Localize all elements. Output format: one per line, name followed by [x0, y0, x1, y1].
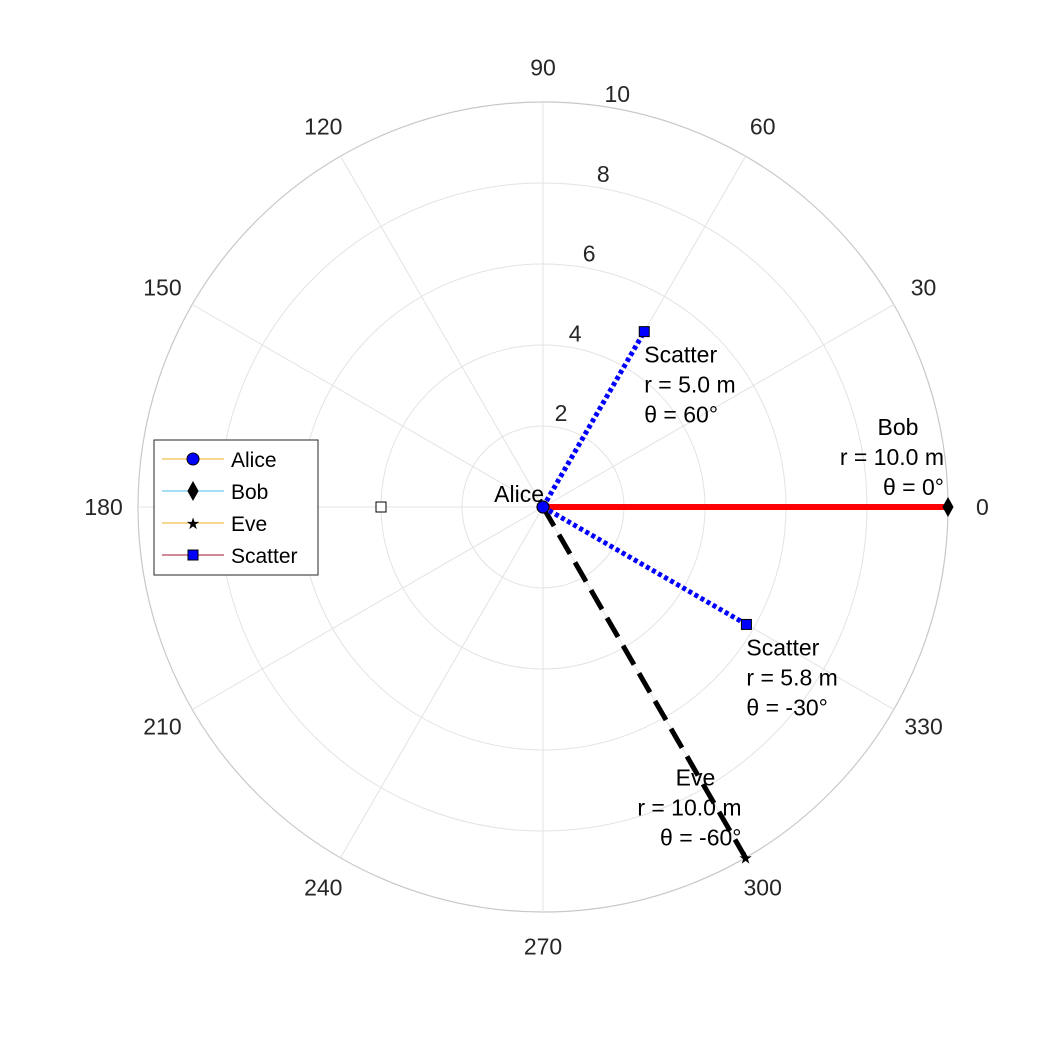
star-marker-icon: ★ — [738, 851, 752, 868]
radial-tick-labels: 2 4 6 8 10 — [555, 81, 630, 426]
open-square-marker-icon — [375, 501, 387, 513]
legend-label-scatter: Scatter — [231, 545, 298, 568]
annotation-text: Eve — [676, 765, 716, 791]
angular-tick-label: 60 — [750, 113, 776, 139]
angular-tick-label: 180 — [84, 494, 122, 520]
annotation-text: θ = 0° — [883, 474, 944, 500]
annotation-text: r = 5.8 m — [746, 664, 837, 690]
annotation-text: θ = -60° — [660, 825, 741, 851]
angular-tick-label: 30 — [911, 274, 937, 300]
annotation-text: Scatter — [746, 634, 819, 660]
annotation-text: θ = -30° — [746, 694, 827, 720]
point-annotations: Alice Bob r = 10.0 m θ = 0° Eve r = 10.0 m θ =… — [494, 342, 944, 851]
legend-label-bob: Bob — [231, 481, 268, 504]
radial-tick-label: 2 — [555, 400, 568, 426]
radial-tick-label: 10 — [605, 81, 631, 107]
grid-spoke — [340, 506, 544, 858]
grid-spoke — [542, 506, 894, 710]
angular-tick-label: 90 — [530, 55, 556, 81]
square-marker-icon — [740, 618, 752, 630]
grid-spoke — [542, 304, 894, 508]
circle-marker-icon — [536, 500, 550, 514]
angular-tick-label: 150 — [143, 274, 181, 300]
diamond-marker-icon — [187, 480, 199, 502]
legend-entry-bob: Bob — [162, 480, 268, 504]
grid-spoke — [192, 304, 544, 508]
angular-tick-label: 0 — [976, 494, 989, 520]
angular-tick-label: 270 — [524, 933, 562, 959]
angular-tick-label: 120 — [304, 113, 342, 139]
annotation-text: Bob — [878, 414, 919, 440]
grid-spoke — [340, 156, 544, 508]
annotation-text: r = 10.0 m — [840, 444, 944, 470]
radial-tick-label: 8 — [597, 161, 610, 187]
legend-label-eve: Eve — [231, 513, 267, 536]
angular-tick-label: 210 — [143, 714, 181, 740]
annotation-text: Alice — [494, 481, 544, 507]
legend: Alice Bob ★ Eve Scatter — [153, 439, 319, 576]
link-line-eve — [540, 505, 748, 859]
annotation-text: Scatter — [644, 342, 717, 368]
legend-label-alice: Alice — [231, 449, 277, 472]
grid-spoke — [192, 506, 544, 710]
radial-tick-label: 4 — [569, 320, 582, 346]
angular-tick-label: 240 — [304, 875, 342, 901]
legend-box — [153, 439, 319, 576]
point-markers: ★ — [375, 326, 954, 868]
square-marker-icon — [638, 326, 650, 338]
annotation-text: r = 10.0 m — [637, 795, 741, 821]
legend-entry-eve: ★ Eve — [162, 513, 267, 536]
link-line-scatter — [540, 330, 647, 509]
annotation-text: θ = 60° — [644, 402, 718, 428]
diamond-marker-icon — [942, 496, 954, 518]
radial-tick-label: 6 — [583, 241, 596, 267]
legend-entry-alice: Alice — [162, 449, 277, 472]
circle-marker-icon — [186, 452, 200, 466]
link-lines — [540, 330, 948, 859]
angular-tick-label: 300 — [744, 875, 782, 901]
legend-entry-scatter: Scatter — [162, 545, 298, 568]
square-marker-icon — [187, 549, 199, 561]
star-marker-icon: ★ — [186, 516, 200, 533]
annotation-text: r = 5.0 m — [644, 372, 735, 398]
angular-tick-label: 330 — [904, 714, 942, 740]
